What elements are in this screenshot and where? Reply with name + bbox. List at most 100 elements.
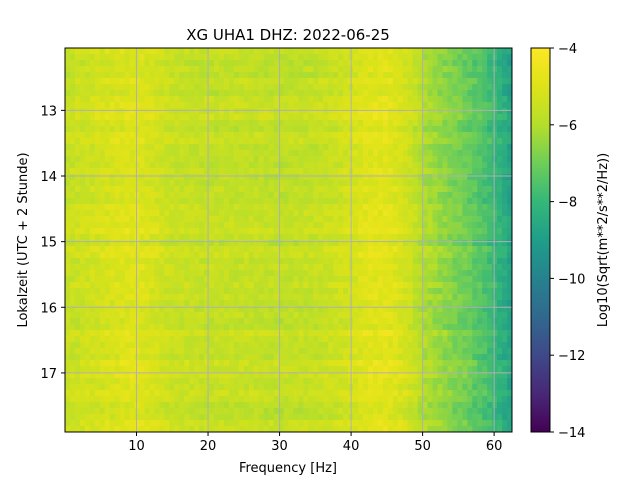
heatmap-cell	[204, 198, 210, 205]
heatmap-cell	[457, 186, 463, 193]
heatmap-cell	[218, 354, 225, 361]
heatmap-cell	[199, 84, 205, 91]
heatmap-cell	[293, 60, 300, 67]
heatmap-cell	[209, 216, 215, 223]
heatmap-cell	[462, 114, 468, 121]
heatmap-cell	[134, 78, 141, 85]
heatmap-cell	[407, 330, 414, 337]
heatmap-cell	[427, 294, 434, 301]
heatmap-cell	[209, 246, 215, 253]
heatmap-cell	[372, 264, 379, 271]
heatmap-cell	[273, 324, 280, 331]
heatmap-cell	[377, 276, 384, 283]
heatmap-cell	[84, 96, 91, 103]
heatmap-cell	[417, 66, 424, 73]
heatmap-cell	[427, 138, 434, 145]
heatmap-cell	[407, 84, 414, 91]
heatmap-cell	[432, 48, 439, 55]
heatmap-cell	[308, 264, 314, 271]
heatmap-cell	[139, 312, 146, 319]
heatmap-cell	[209, 234, 215, 241]
heatmap-cell	[422, 294, 429, 301]
heatmap-cell	[298, 336, 304, 343]
heatmap-cell	[164, 258, 170, 265]
heatmap-cell	[392, 102, 399, 109]
heatmap-cell	[377, 138, 384, 145]
heatmap-cell	[194, 240, 200, 247]
heatmap-cell	[228, 282, 235, 289]
heatmap-cell	[382, 276, 389, 283]
heatmap-cell	[248, 300, 255, 307]
heatmap-cell	[308, 210, 314, 217]
heatmap-cell	[144, 288, 151, 295]
heatmap-cell	[258, 372, 265, 379]
heatmap-cell	[159, 120, 165, 127]
heatmap-cell	[392, 318, 399, 325]
heatmap-cell	[139, 348, 146, 355]
heatmap-cell	[472, 228, 478, 235]
heatmap-cell	[209, 282, 215, 289]
heatmap-cell	[223, 120, 230, 127]
heatmap-cell	[502, 360, 508, 367]
heatmap-cell	[457, 114, 463, 121]
heatmap-cell	[218, 162, 225, 169]
heatmap-cell	[412, 216, 419, 223]
heatmap-cell	[129, 174, 136, 181]
heatmap-cell	[367, 372, 374, 379]
heatmap-cell	[129, 354, 136, 361]
heatmap-cell	[174, 312, 180, 319]
heatmap-cell	[387, 96, 394, 103]
heatmap-cell	[278, 234, 285, 241]
heatmap-cell	[278, 168, 285, 175]
heatmap-cell	[189, 270, 195, 277]
heatmap-cell	[382, 72, 389, 79]
heatmap-cell	[422, 198, 429, 205]
heatmap-cell	[74, 72, 81, 79]
heatmap-cell	[358, 132, 364, 139]
heatmap-cell	[84, 336, 91, 343]
heatmap-cell	[124, 132, 131, 139]
heatmap-cell	[238, 300, 245, 307]
heatmap-cell	[382, 114, 389, 121]
heatmap-cell	[184, 222, 190, 229]
heatmap-cell	[134, 264, 141, 271]
heatmap-cell	[427, 210, 434, 217]
heatmap-cell	[258, 222, 265, 229]
heatmap-cell	[392, 210, 399, 217]
heatmap-cell	[293, 372, 300, 379]
heatmap-cell	[358, 138, 364, 145]
heatmap-cell	[457, 168, 463, 175]
heatmap-cell	[397, 60, 404, 67]
heatmap-cell	[392, 198, 399, 205]
heatmap-cell	[422, 204, 429, 211]
heatmap-cell	[184, 186, 190, 193]
heatmap-cell	[353, 216, 359, 223]
heatmap-cell	[209, 96, 215, 103]
heatmap-cell	[139, 306, 146, 313]
heatmap-cell	[283, 156, 290, 163]
heatmap-cell	[422, 228, 429, 235]
heatmap-cell	[144, 300, 151, 307]
heatmap-cell	[382, 324, 389, 331]
spectrogram-image	[65, 48, 512, 432]
heatmap-cell	[99, 342, 106, 349]
heatmap-cell	[209, 120, 215, 127]
heatmap-cell	[358, 150, 364, 157]
heatmap-cell	[507, 48, 512, 55]
heatmap-cell	[199, 60, 205, 67]
heatmap-cell	[184, 258, 190, 265]
heatmap-cell	[372, 84, 379, 91]
heatmap-cell	[382, 66, 389, 73]
heatmap-cell	[288, 276, 295, 283]
heatmap-cell	[303, 96, 309, 103]
heatmap-cell	[367, 114, 374, 121]
heatmap-cell	[507, 348, 512, 355]
heatmap-cell	[209, 150, 215, 157]
heatmap-cell	[293, 324, 300, 331]
heatmap-cell	[333, 312, 339, 319]
heatmap-cell	[214, 318, 220, 325]
heatmap-cell	[258, 78, 265, 85]
heatmap-cell	[387, 288, 394, 295]
heatmap-cell	[338, 120, 344, 127]
heatmap-cell	[214, 348, 220, 355]
